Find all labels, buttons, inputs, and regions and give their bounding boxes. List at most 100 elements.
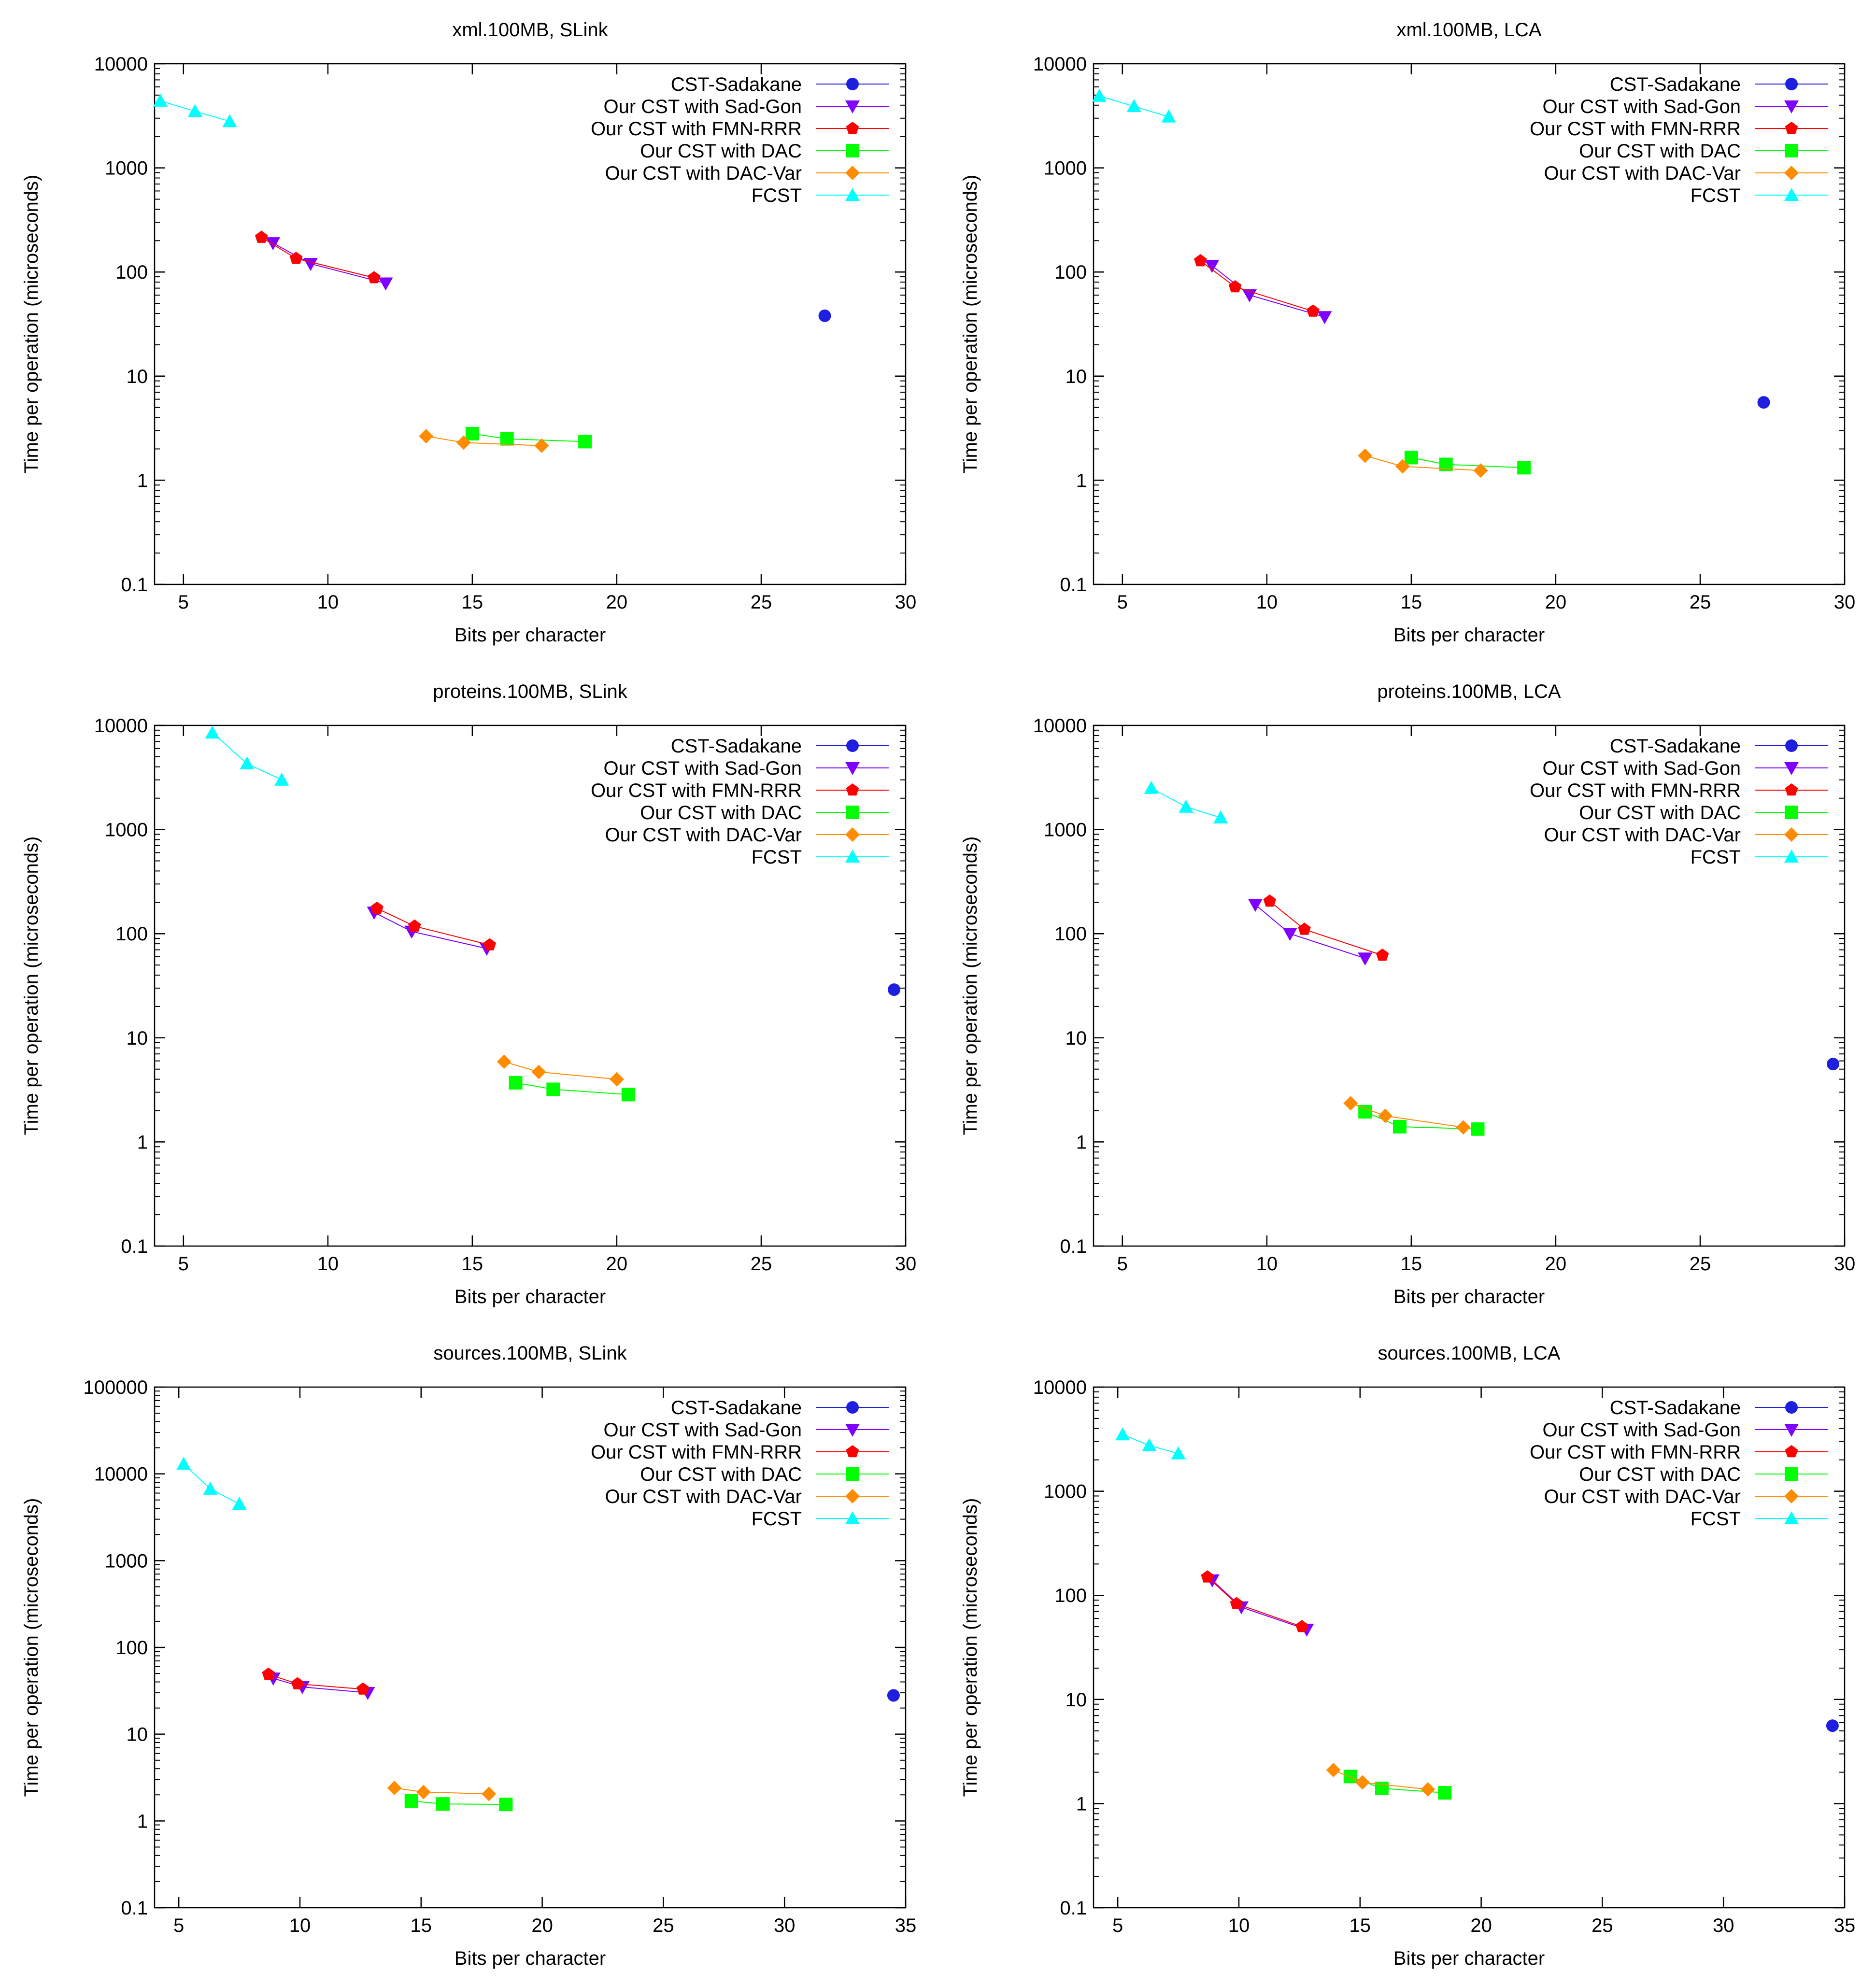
series-our-cst-with-dac-var (497, 1054, 624, 1087)
legend-item-cst-sadakane: CST-Sadakane (671, 736, 889, 757)
legend-marker (1785, 806, 1798, 819)
x-tick-label: 15 (411, 1915, 432, 1936)
data-point (1326, 1762, 1341, 1777)
y-tick-label: 0.1 (1060, 574, 1087, 596)
x-tick-label: 15 (462, 592, 483, 613)
data-point (205, 725, 220, 739)
x-axis-label: Bits per character (455, 1286, 606, 1307)
data-point (456, 435, 471, 450)
y-tick-label: 10 (127, 366, 148, 387)
series-line (212, 732, 282, 780)
legend-marker (846, 783, 859, 796)
data-point (1393, 1120, 1407, 1134)
x-tick-label: 25 (1690, 1253, 1711, 1275)
series-our-cst-with-dac-var (1343, 1096, 1471, 1135)
x-tick-label: 20 (606, 1253, 628, 1275)
plot-frame (1093, 724, 1846, 1247)
legend-label: Our CST with DAC-Var (605, 824, 802, 846)
y-tick-label: 0.1 (121, 1898, 148, 1919)
legend-label: Our CST with DAC (1579, 141, 1741, 162)
legend-label: Our CST with DAC-Var (1544, 1486, 1741, 1507)
data-point (387, 1781, 402, 1796)
data-point (356, 1682, 370, 1695)
series-our-cst-with-dac (509, 1076, 635, 1102)
x-tick-label: 5 (1117, 592, 1128, 613)
y-axis-label: Time per operation (microseconds) (960, 175, 981, 474)
y-tick-label: 0.1 (1060, 1236, 1087, 1257)
y-tick-label: 1000 (1044, 820, 1087, 841)
data-point (203, 1481, 218, 1495)
legend-label: Our CST with DAC (640, 802, 802, 823)
data-point (1376, 949, 1389, 961)
series-our-cst-with-dac-var (419, 429, 549, 453)
y-tick-label: 10000 (94, 54, 148, 75)
legend-marker (845, 762, 860, 775)
x-axis: 5 10 15 20 25 30 35 (173, 1387, 916, 1936)
legend-marker (846, 806, 859, 819)
legend-marker (846, 1401, 859, 1414)
legend-label: Our CST with FMN-RRR (591, 1442, 802, 1463)
series-line (261, 237, 374, 279)
legend-label: FCST (1691, 1508, 1741, 1530)
legend-label: Our CST with FMN-RRR (1530, 118, 1741, 140)
legend-label: Our CST with DAC-Var (605, 1486, 802, 1507)
series-line (268, 1673, 363, 1690)
legend-marker (845, 100, 860, 113)
x-tick-label: 35 (1834, 1915, 1856, 1936)
series-our-cst-with-sad-gon (266, 237, 393, 291)
series-fcst (1144, 780, 1228, 824)
data-point (1295, 1620, 1308, 1632)
data-point (232, 1496, 247, 1510)
legend-label: Our CST with Sad-Gon (1542, 96, 1741, 117)
legend-label: Our CST with Sad-Gon (603, 1419, 802, 1441)
y-tick-label: 10 (127, 1724, 148, 1745)
legend-label: CST-Sadakane (671, 736, 802, 757)
series-line (1212, 1579, 1307, 1630)
legend-item-our-cst-with-sad-gon: Our CST with Sad-Gon (603, 1419, 889, 1441)
series-fcst (153, 93, 237, 128)
x-tick-label: 25 (751, 592, 772, 613)
data-point (153, 93, 168, 107)
y-tick-label: 1 (137, 1811, 148, 1832)
y-tick-label: 10000 (1033, 1377, 1087, 1398)
legend-item-cst-sadakane: CST-Sadakane (671, 1397, 889, 1418)
x-tick-label: 10 (317, 1253, 339, 1275)
data-point (483, 938, 497, 950)
data-point (500, 432, 514, 446)
series-group (176, 1457, 900, 1812)
data-point (1282, 928, 1297, 941)
legend-marker (1785, 1445, 1798, 1458)
x-tick-label: 10 (1256, 1253, 1278, 1275)
x-tick-label: 15 (1401, 1253, 1422, 1275)
y-tick-label: 10 (1066, 1689, 1087, 1711)
legend-item-our-cst-with-dac: Our CST with DAC (640, 1464, 889, 1485)
chart-proteins-slink: proteins.100MB, SLink 0.1 1 10 100 1000 10000 5… (21, 681, 916, 1307)
data-point (1248, 899, 1263, 912)
legend-label: Our CST with DAC (640, 141, 802, 162)
chart-sources-slink: sources.100MB, SLink 0.1 1 10 100 1000 10000 10… (21, 1343, 916, 1969)
legend-marker (846, 739, 859, 752)
data-point (1092, 88, 1107, 102)
chart-title: sources.100MB, LCA (1378, 1343, 1561, 1364)
data-point (1263, 894, 1277, 907)
legend-marker (1785, 783, 1798, 796)
chart-title: xml.100MB, SLink (452, 19, 608, 41)
y-axis-label: Time per operation (microseconds) (960, 1498, 981, 1797)
data-point (378, 277, 393, 291)
chart-panel-3: proteins.100MB, SLink 0.1 1 10 100 1000 10000 5… (0, 662, 937, 1323)
x-tick-label: 25 (1592, 1915, 1613, 1936)
legend-item-fcst: FCST (1691, 1508, 1828, 1530)
data-point (1404, 451, 1418, 465)
data-point (240, 756, 255, 770)
series-fcst (205, 725, 289, 786)
legend-label: CST-Sadakane (1610, 736, 1741, 757)
legend-marker (1785, 1401, 1798, 1414)
data-point (1757, 396, 1770, 409)
data-point (416, 1785, 431, 1800)
data-point (436, 1797, 450, 1811)
series-our-cst-with-dac (404, 1794, 513, 1812)
legend-item-our-cst-with-sad-gon: Our CST with Sad-Gon (1542, 1419, 1828, 1441)
data-point (497, 1054, 512, 1069)
y-tick-label: 10000 (94, 1464, 148, 1485)
